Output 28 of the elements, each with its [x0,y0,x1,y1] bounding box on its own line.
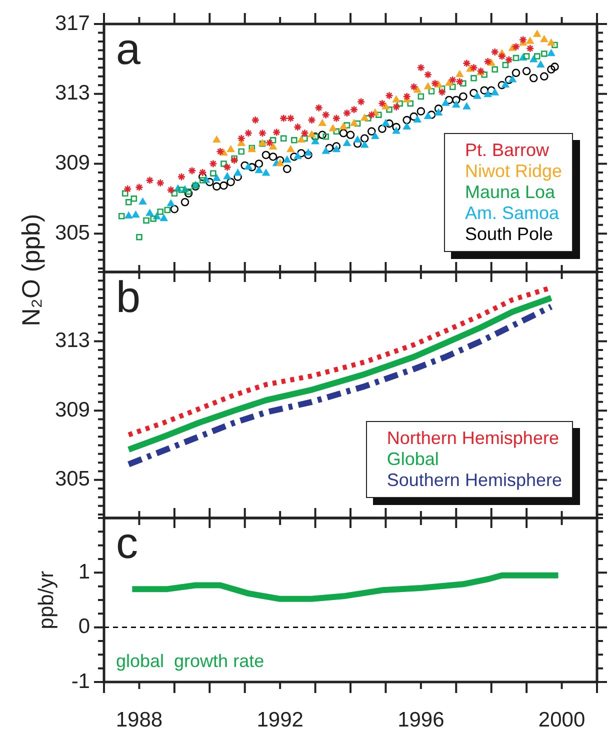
text: Am. Samoa [464,203,560,224]
y-axis-title: ppb/yr [35,570,59,630]
text: Niwot Ridge [464,161,562,182]
y-tick-label: -1 [71,670,90,693]
y-tick-label: 0 [78,615,90,638]
y-tick-label: 313 [54,82,90,105]
annotation: a [116,25,141,74]
text: global growth rate [116,651,264,672]
y-tick-label: 305 [54,468,90,491]
y-tick-label: 313 [54,329,90,352]
annotation: b [116,273,140,322]
y-tick-label: 305 [54,221,90,244]
y-tick-label: 309 [54,398,90,422]
text: Pt. Barrow [464,140,550,161]
text: Northern Hemisphere [386,428,560,449]
y-axis-title: N₂O (ppb) [18,214,46,326]
x-tick-label: 1988 [116,708,163,732]
x-tick-label: 2000 [538,708,586,732]
x-tick-label: 1996 [398,708,444,732]
y-tick-label: 317 [54,12,90,35]
x-tick-label: 1992 [256,708,304,732]
y-tick-label: 309 [54,152,90,175]
text: Global [386,449,440,470]
y-tick-label: 1 [78,560,90,584]
annotation: c [116,519,138,568]
text: Mauna Loa [464,182,556,203]
text: South Pole [464,224,554,245]
text: Southern Hemisphere [386,470,562,491]
